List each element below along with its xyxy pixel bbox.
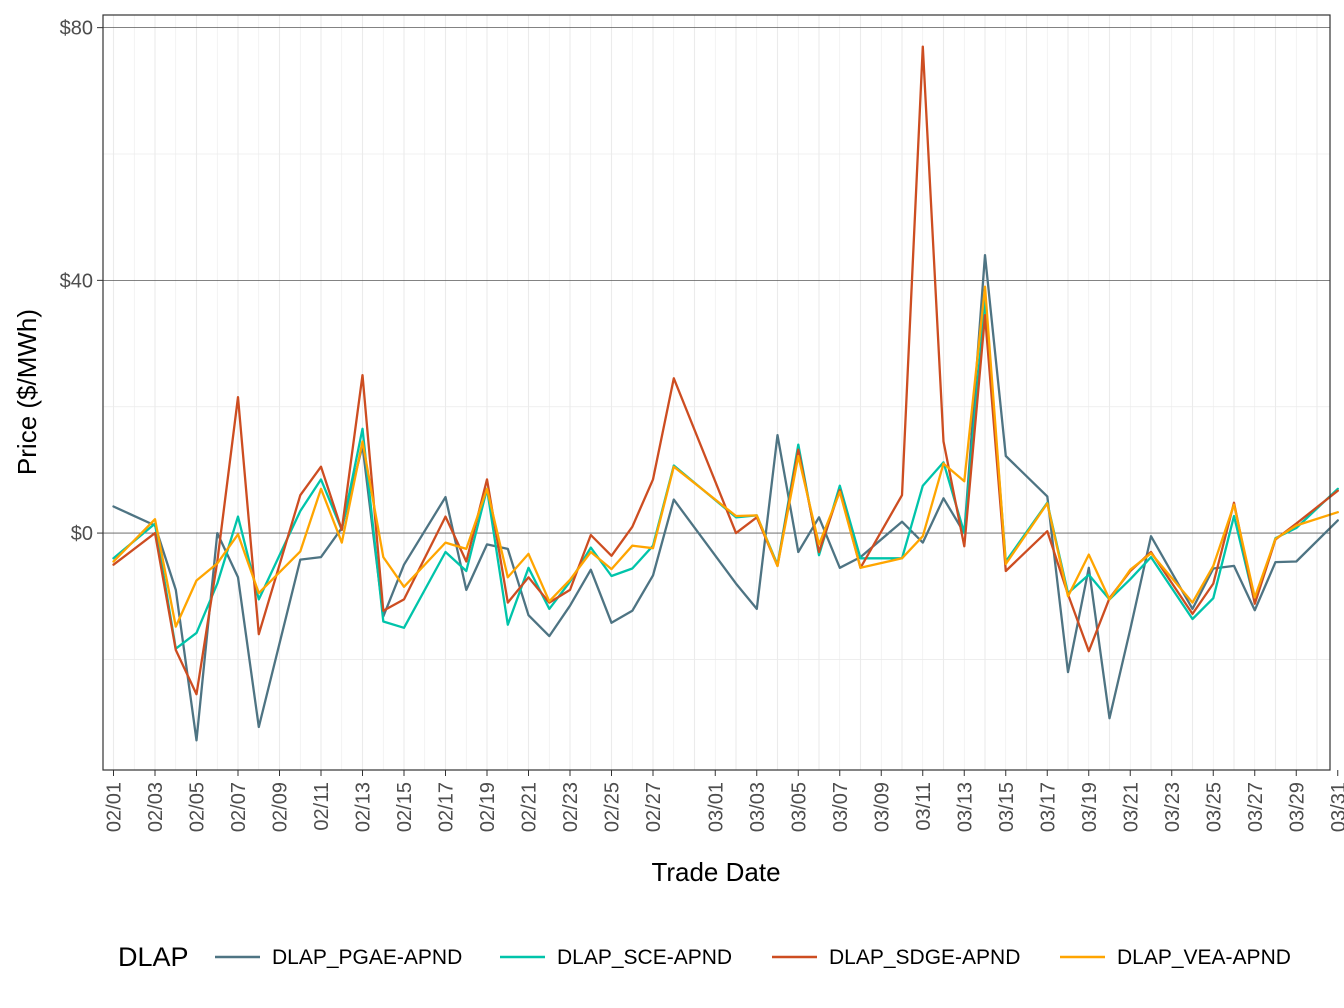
x-tick-label: 03/13	[954, 782, 976, 832]
x-tick-label: 02/09	[270, 782, 292, 832]
x-tick-label: 02/05	[187, 782, 209, 832]
legend: DLAP DLAP_PGAE-APND DLAP_SCE-APND DLAP_SDG…	[118, 942, 1291, 972]
x-tick-label: 03/09	[871, 782, 893, 832]
x-tick-label: 03/31	[1328, 782, 1344, 832]
y-tick-label: $40	[60, 270, 93, 292]
x-tick-label: 03/15	[996, 782, 1018, 832]
legend-label: DLAP_VEA-APND	[1117, 946, 1291, 969]
x-tick-label: 03/11	[913, 782, 935, 831]
x-tick-label: 02/25	[602, 782, 624, 832]
y-tick-label: $80	[60, 18, 93, 40]
series-line	[112, 253, 1339, 742]
x-tick-label: 03/05	[788, 782, 810, 832]
x-tick-label: 02/07	[228, 782, 250, 832]
panel-background	[103, 15, 1330, 770]
y-axis-title: Price ($/MWh)	[12, 309, 42, 475]
x-tick-label: 02/23	[560, 782, 582, 832]
x-tick-label: 02/13	[353, 782, 375, 832]
grid-minor	[103, 15, 1330, 770]
panel-border	[102, 14, 1331, 771]
x-tick-label: 02/17	[436, 782, 458, 832]
x-tick-label: 03/21	[1120, 782, 1142, 832]
y-tick-label: $0	[71, 523, 93, 545]
series-line	[112, 298, 1339, 650]
y-axis: $0 $40 $80	[60, 18, 103, 545]
x-axis: 02/01 02/03 02/05 02/07 02/09 02/11 02/13 02/15…	[104, 770, 1344, 832]
x-tick-label: 03/25	[1203, 782, 1225, 832]
series-line	[112, 285, 1339, 628]
series-lines	[112, 45, 1339, 742]
x-tick-label: 02/15	[394, 782, 416, 832]
x-tick-label: 02/19	[477, 782, 499, 832]
legend-label: DLAP_SDGE-APND	[829, 946, 1020, 969]
legend-title: DLAP	[118, 942, 189, 972]
x-axis-title: Trade Date	[651, 857, 780, 887]
legend-label: DLAP_SCE-APND	[557, 946, 732, 969]
x-tick-label: 02/11	[311, 782, 333, 831]
x-tick-label: 03/23	[1162, 782, 1184, 832]
x-tick-label: 02/03	[145, 782, 167, 832]
x-tick-label: 02/27	[643, 782, 665, 832]
x-tick-label: 03/29	[1286, 782, 1308, 832]
x-tick-label: 02/01	[104, 782, 126, 832]
x-tick-label: 03/17	[1037, 782, 1059, 832]
x-tick-label: 03/01	[705, 782, 727, 832]
x-tick-label: 02/21	[519, 782, 541, 832]
legend-label: DLAP_PGAE-APND	[272, 946, 462, 969]
x-tick-label: 03/03	[747, 782, 769, 832]
x-tick-label: 03/19	[1079, 782, 1101, 832]
x-tick-label: 03/07	[830, 782, 852, 832]
x-tick-label: 03/27	[1245, 782, 1267, 832]
